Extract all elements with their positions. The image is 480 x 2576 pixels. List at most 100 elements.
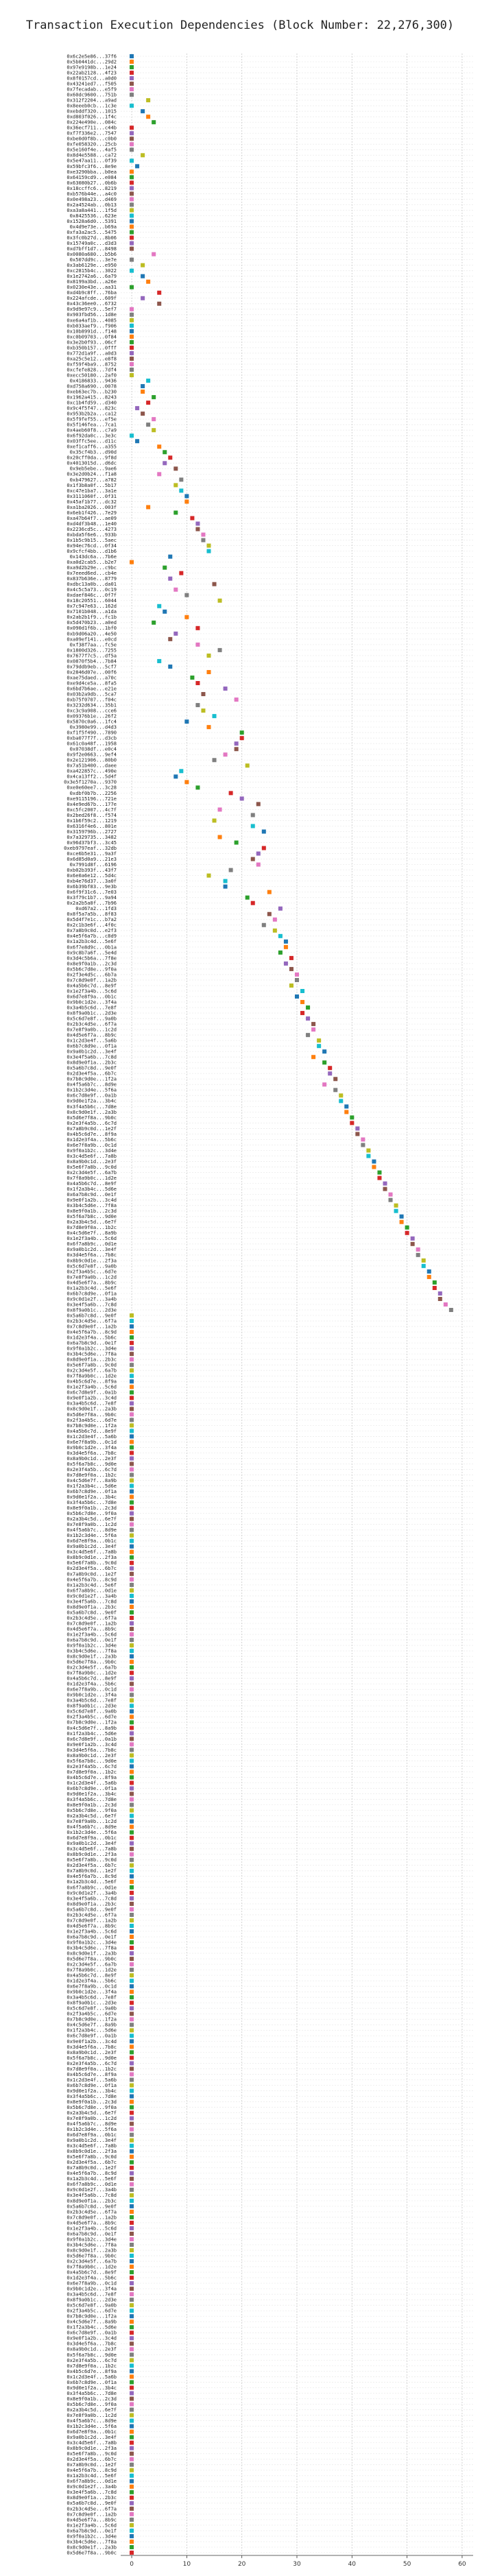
tx-point [130,2023,134,2027]
tx-point [394,1208,398,1213]
tx-hash-label: 0x5d6e7f8a...9b0c [67,1659,117,1665]
tx-point [130,2341,134,2346]
tx-point [130,2105,134,2110]
tx-hash-label: 0xd758a690...0078 [67,383,117,389]
tx-point [157,604,162,608]
tx-hash-label: 0x8c9d0e1f...2a3b [67,1654,117,1660]
tx-hash-label: 0x7677f7c5...df5a [67,652,117,658]
tx-hash-label: 0x3a4b5c6d...7e8f [67,1400,117,1407]
tx-point [130,1676,134,1681]
tx-point [130,257,134,262]
tx-point [311,1055,316,1060]
tx-hash-label: 0x3b4c5d6e...7f8a [67,1202,117,1208]
tx-hash-label: 0x97e9198b...1e24 [67,64,117,70]
tx-point [130,1802,134,1807]
tx-hash-label: 0x0870f5b4...7b84 [67,658,117,664]
tx-hash-label: 0x22ab2128...4f23 [67,69,117,75]
tx-hash-label: 0xba077f7f...d3cb [67,735,117,741]
tx-point [130,131,134,136]
chart-title: Transaction Execution Dependencies (Bloc… [26,19,454,32]
tx-hash-label: 0x3f4a5b6c...7d8e [67,1796,117,1802]
tx-point [130,2539,134,2544]
tx-point [130,2171,134,2175]
x-tick-label: 30 [293,2561,301,2568]
tx-point [130,76,134,81]
tx-hash-label: 0x6a7b8c9d...0e1f [67,2230,117,2237]
tx-hash-label: 0x7d8e9f0a...1b2c [67,2066,117,2072]
tx-hash-label: 0x3f4a5b6c...7d8e [67,1499,117,1505]
tx-hash-label: 0x3a4b5c6d...7e8f [67,2291,117,2298]
tx-point [234,697,239,702]
tx-point [206,669,211,674]
tx-point [130,2374,134,2379]
tx-point [130,169,134,174]
tx-hash-label: 0x7f8a9b0c...1d2e [67,1967,117,1973]
tx-point [168,554,173,559]
tx-hash-label: 0xb02b393f...43f7 [67,867,117,873]
tx-point [130,334,134,339]
tx-point [239,730,244,735]
tx-point [130,2215,134,2219]
tx-point [206,653,211,658]
tx-point [141,109,145,114]
tx-point [152,620,156,625]
tx-hash-label: 0x9c0d1e2f...3a4b [67,2186,117,2193]
tx-point [294,977,300,982]
tx-hash-label: 0x6f7a8b9c...0d1e [67,1587,117,1593]
tx-hash-label: 0x2b3c4d5e...6f7a [67,1911,117,1918]
tx-point [223,884,228,889]
tx-point [130,1780,134,1785]
tx-hash-label: 0x5b0441dc...29d2 [67,58,117,64]
tx-point [130,1665,134,1670]
tx-point [130,1957,134,1961]
tx-point [300,1000,305,1005]
tx-hash-label: 0x5e160f4e...4af5 [67,147,117,153]
tx-hash-label: 0x5a6b7c8d...9e0f [67,1609,117,1615]
tx-point [141,153,145,158]
tx-point [130,2044,134,2049]
tx-hash-label: 0x4a5b6c7d...8e9f [67,1675,117,1682]
tx-hash-label: 0x9e0f1a2b...3c4d [67,1741,117,1748]
tx-hash-label: 0x9f0a1b2c...3d4e [67,1346,117,1352]
tx-point [130,1907,134,1911]
tx-hash-label: 0xc1b4fd59...d340 [67,400,117,406]
tx-point [239,796,244,801]
tx-point [130,1830,134,1835]
tx-point [135,164,140,169]
tx-hash-label: 0xc0b09703...0f84 [67,333,117,339]
tx-hash-label: 0x3232d634...35b1 [67,702,117,708]
tx-hash-label: 0x2e3f4a5b...6c7d [67,2060,117,2066]
tx-hash-label: 0x9f0a1b2c...3d4e [67,1642,117,1648]
tx-hash-label: 0x7a8b9c0d...e2f3 [67,927,117,933]
tx-point [130,2006,134,2011]
tx-point [130,1511,134,1516]
tx-point [272,917,277,922]
tx-point [152,395,156,400]
tx-hash-label: 0x9d0e1f2a...3b4c [67,2385,117,2391]
tx-point [130,1786,134,1791]
tx-point [130,1726,134,1730]
tx-hash-label: 0x6f7a8b9c...0d1e [67,1884,117,1890]
tx-hash-label: 0x1528a6d0...5391 [67,218,117,224]
tx-hash-label: 0xeb63ec7b...b230 [67,388,117,394]
tx-hash-label: 0x8e9f0a1b...2c3d [67,1802,117,1808]
tx-hash-label: 0x5c6d7e8f...9a0b [67,1263,117,1269]
tx-point [377,1170,382,1175]
tx-point [146,422,151,427]
tx-point [130,2237,134,2241]
tx-point [141,263,145,267]
tx-hash-label: 0xecc50180...2af0 [67,372,117,378]
tx-point [206,873,211,878]
tx-hash-label: 0x1d2e3f4a...5b6c [67,1136,117,1143]
tx-hash-label: 0x1a2b3c4d...5e6f [67,2472,117,2479]
tx-point [130,1660,134,1665]
tx-point [130,1835,134,1840]
tx-hash-label: 0xf7f336e2...7547 [67,130,117,136]
tx-point [163,565,167,570]
tx-point [152,417,156,422]
tx-point [130,1890,134,1895]
tx-point [350,1121,355,1125]
tx-point [130,1544,134,1549]
tx-hash-label: 0x3f4a5b6c...7d8e [67,1104,117,1110]
tx-hash-label: 0x4d5e6f7a...8b9c [67,1625,117,1632]
